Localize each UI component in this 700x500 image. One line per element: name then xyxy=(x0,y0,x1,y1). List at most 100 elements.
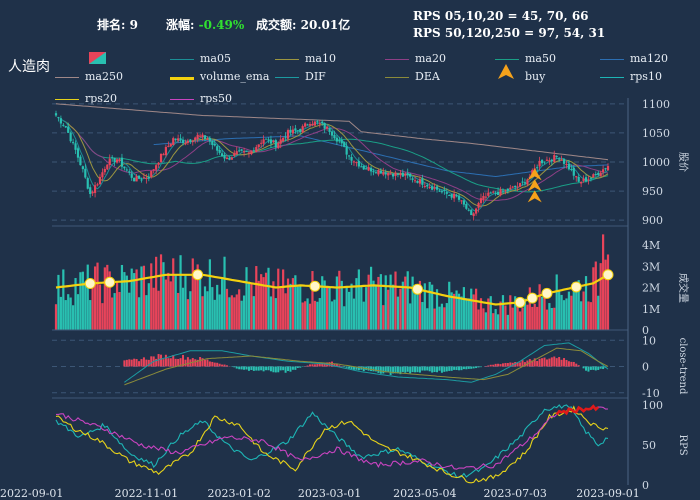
volume-bar xyxy=(589,302,593,330)
candle-body xyxy=(67,126,70,133)
x-tick-label: 2022-11-01 xyxy=(115,487,178,500)
macd-bar xyxy=(184,359,187,367)
candle-body xyxy=(286,130,290,139)
candle-body xyxy=(179,138,182,140)
volume-bar xyxy=(152,287,155,330)
candle-body xyxy=(135,176,138,182)
macd-bar xyxy=(531,360,534,367)
buy-marker xyxy=(527,179,542,192)
volume-bar xyxy=(343,306,346,330)
macd-bar xyxy=(206,359,209,367)
macd-bar xyxy=(443,366,446,372)
candle-body xyxy=(413,180,417,182)
macd-bar xyxy=(521,360,524,367)
macd-bar xyxy=(389,366,392,375)
candle-body xyxy=(484,196,487,198)
candle-body xyxy=(560,159,563,161)
volume-bar xyxy=(194,270,197,330)
macd-bar xyxy=(399,366,402,375)
candles xyxy=(54,110,610,221)
volume-highlight-dot xyxy=(104,276,116,288)
macd-bar xyxy=(267,366,270,371)
macd-bar xyxy=(577,365,580,367)
macd-bar xyxy=(538,358,541,367)
macd-bar xyxy=(516,362,519,367)
macd-bar xyxy=(352,366,355,370)
volume-bar xyxy=(406,271,409,330)
macd-bar xyxy=(203,359,206,367)
candle-body xyxy=(71,142,75,144)
macd-bar xyxy=(509,362,512,367)
candle-body xyxy=(235,151,238,155)
volume-bar xyxy=(362,301,365,330)
candle-body xyxy=(369,167,373,172)
volume-bar xyxy=(181,287,185,330)
candle-body xyxy=(194,137,197,141)
candle-body xyxy=(245,150,248,152)
candle-body xyxy=(482,195,485,200)
volume-bar xyxy=(113,293,116,330)
volume-bar xyxy=(335,276,338,330)
volume-bar xyxy=(54,304,58,330)
volume-bar xyxy=(543,297,546,330)
candle-body xyxy=(580,182,583,184)
candle-body xyxy=(426,184,429,187)
volume-bar xyxy=(169,281,172,330)
candle-body xyxy=(213,143,216,146)
volume-bar xyxy=(501,295,505,330)
macd-bar xyxy=(401,366,404,372)
candle-body xyxy=(602,169,605,173)
volume-bar xyxy=(330,301,334,330)
macd-bar xyxy=(555,358,558,367)
volume-bar xyxy=(213,299,216,330)
volume-bar xyxy=(196,264,199,330)
macd-bar xyxy=(506,363,509,367)
macd-bar xyxy=(563,358,566,367)
macd-bar xyxy=(357,366,360,371)
volume-bar xyxy=(313,300,317,330)
volume-bar xyxy=(240,300,243,330)
macd-bar xyxy=(384,366,387,373)
candle-body xyxy=(343,141,346,147)
candle-body xyxy=(233,153,236,156)
macd-bar xyxy=(274,366,277,373)
volume-bar xyxy=(516,300,519,330)
volume-bar xyxy=(286,278,290,330)
candle-body xyxy=(62,124,65,126)
candle-body xyxy=(558,158,561,160)
volume-bar xyxy=(536,306,539,330)
macd-tick-label: 0 xyxy=(642,361,649,374)
volume-bar xyxy=(189,291,192,330)
candle-body xyxy=(118,159,121,161)
macd-bar xyxy=(240,366,243,370)
macd-bar xyxy=(602,366,605,370)
volume-bar xyxy=(260,274,263,330)
macd-bar xyxy=(406,366,409,372)
candle-body xyxy=(103,168,106,173)
macd-bar xyxy=(497,363,500,367)
volume-bar xyxy=(514,296,517,330)
candle-body xyxy=(445,192,448,194)
volume-bar xyxy=(580,301,583,330)
candle-body xyxy=(142,177,146,179)
macd-bar xyxy=(299,366,302,368)
macd-bar xyxy=(553,356,556,367)
candle-body xyxy=(340,140,343,144)
macd-bar xyxy=(543,357,546,367)
buy-marker xyxy=(527,190,542,203)
candle-body xyxy=(230,157,233,160)
legend-label: buy xyxy=(525,70,546,83)
price-tick-label: 1000 xyxy=(642,156,670,169)
legend-swatch xyxy=(55,99,79,100)
macd-bar xyxy=(487,365,490,367)
volume-bar xyxy=(374,286,378,330)
macd-bar xyxy=(333,363,336,367)
x-tick-label: 2022-09-01 xyxy=(0,487,63,500)
volume-bar xyxy=(382,305,385,330)
macd-bar xyxy=(421,366,424,371)
volume-bar xyxy=(67,294,70,330)
candle-body xyxy=(536,167,539,169)
candle-body xyxy=(467,209,470,211)
macd-bar xyxy=(294,366,297,370)
candle-body xyxy=(448,194,451,196)
